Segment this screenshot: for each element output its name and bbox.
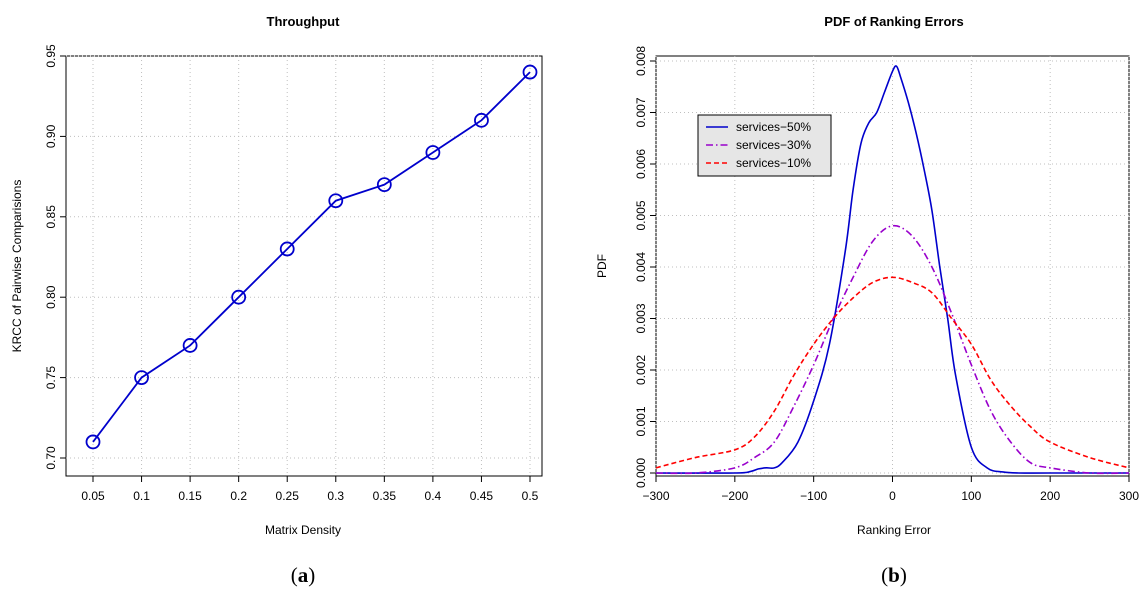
y-tick-label: 0.000 xyxy=(634,458,648,488)
legend: services−50% services−30% services−10% xyxy=(697,114,832,177)
legend-label: services−10% xyxy=(736,156,811,170)
data-point xyxy=(522,64,538,80)
x-tick-label: 0.4 xyxy=(425,489,442,503)
series-line xyxy=(655,65,1129,474)
legend-label: services−30% xyxy=(736,138,811,152)
data-point xyxy=(231,289,247,305)
caption-letter: b xyxy=(888,563,900,587)
x-tick-label: 100 xyxy=(961,489,981,503)
x-tick-label: 0.25 xyxy=(276,489,300,503)
y-tick-label: 0.006 xyxy=(634,149,648,179)
x-tick-label: 0.3 xyxy=(327,489,344,503)
series-group xyxy=(655,65,1130,475)
plot-frame xyxy=(65,55,543,477)
x-tick-label: 0.2 xyxy=(230,489,247,503)
x-tick-label: −300 xyxy=(642,489,669,503)
y-tick-label: 0.002 xyxy=(634,355,648,385)
y-axis: 0.70 0.75 0.80 0.85 0.90 0.95 xyxy=(44,44,66,470)
x-tick-label: 0.45 xyxy=(470,489,494,503)
x-axis-label: Ranking Error xyxy=(857,523,931,537)
x-tick-label: 0 xyxy=(889,489,896,503)
y-axis-label: PDF xyxy=(595,254,609,278)
data-point xyxy=(182,338,198,353)
y-tick-label: 0.95 xyxy=(44,44,58,68)
x-tick-label: 300 xyxy=(1119,489,1139,503)
caption: (a) xyxy=(291,563,316,587)
series-line xyxy=(655,276,1130,469)
y-tick-label: 0.004 xyxy=(634,252,648,282)
x-tick-label: 0.5 xyxy=(522,489,539,503)
throughput-chart: Throughput 0.70 0.75 0.80 0.85 0.90 0.95 0.05… xyxy=(10,14,543,587)
x-tick-label: 0.1 xyxy=(133,489,150,503)
data-point xyxy=(376,177,392,193)
chart-title: PDF of Ranking Errors xyxy=(824,14,963,29)
x-tick-label: 0.05 xyxy=(81,489,105,503)
data-point xyxy=(279,241,295,257)
y-tick-label: 0.005 xyxy=(634,200,648,230)
caption-letter: a xyxy=(298,563,309,587)
x-tick-label: −200 xyxy=(721,489,748,503)
y-tick-label: 0.70 xyxy=(44,446,58,470)
x-tick-label: 200 xyxy=(1040,489,1060,503)
x-axis: 0.05 0.1 0.15 0.2 0.25 0.3 0.35 0.4 0.45 0.5 xyxy=(81,476,539,503)
x-tick-label: 0.15 xyxy=(178,489,202,503)
ranking-error-chart: PDF of Ranking Errors 0.0000.0010.0020.0… xyxy=(595,14,1139,587)
y-tick-label: 0.85 xyxy=(44,205,58,229)
grid xyxy=(66,55,542,476)
y-tick-label: 0.003 xyxy=(634,303,648,333)
x-tick-label: 0.35 xyxy=(373,489,397,503)
y-axis-label: KRCC of Pairwise Comparisions xyxy=(10,180,24,353)
x-axis-label: Matrix Density xyxy=(265,523,341,537)
data-point xyxy=(85,434,101,450)
series-line xyxy=(655,224,1130,475)
y-tick-label: 0.75 xyxy=(44,366,58,390)
x-tick-label: −100 xyxy=(800,489,827,503)
legend-box xyxy=(697,114,832,177)
y-tick-label: 0.007 xyxy=(634,97,648,127)
data-point xyxy=(328,193,344,209)
data-point xyxy=(134,370,149,386)
legend-label: services−50% xyxy=(736,120,811,134)
x-axis: −300 −200 −100 0 100 200 300 xyxy=(642,476,1139,503)
chart-title: Throughput xyxy=(267,14,341,29)
y-tick-label: 0.001 xyxy=(634,406,648,436)
data-point xyxy=(474,112,489,128)
series-group xyxy=(85,64,538,450)
data-point xyxy=(425,145,441,160)
y-tick-label: 0.90 xyxy=(44,124,58,148)
caption: (b) xyxy=(881,563,907,587)
series-line xyxy=(92,71,531,443)
y-axis: 0.000 0.001 0.002 0.003 0.004 0.005 0.006 0.007… xyxy=(634,46,656,488)
grid xyxy=(655,56,1130,476)
y-tick-label: 0.80 xyxy=(44,285,58,309)
y-tick-label: 0.008 xyxy=(634,46,648,76)
